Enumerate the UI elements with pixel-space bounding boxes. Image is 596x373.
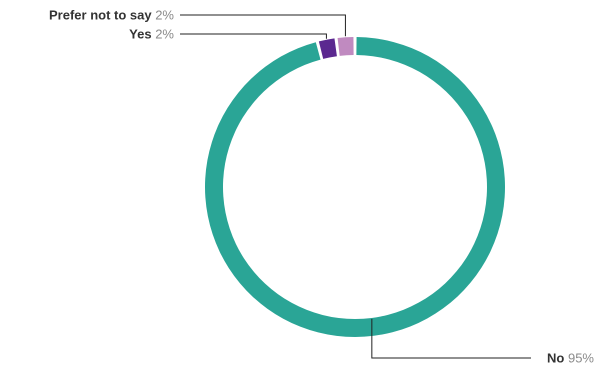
slice-name: Prefer not to say (49, 8, 152, 23)
leader-line-no (371, 318, 531, 359)
slice-name: No (547, 351, 564, 366)
slice-yes[interactable] (318, 38, 337, 59)
leader-line-yes (180, 33, 327, 39)
slice-value: 2% (152, 27, 175, 42)
slice-label-yes: Yes 2% (129, 27, 174, 42)
donut-slices (204, 37, 506, 337)
slice-labels: No 95%Yes 2%Prefer not to say 2% (49, 8, 594, 366)
slice-value: 2% (152, 8, 175, 23)
slice-prefer-not-to-say[interactable] (337, 37, 354, 56)
slice-label-prefer-not-to-say: Prefer not to say 2% (49, 8, 174, 23)
slice-value: 95% (564, 351, 594, 366)
slice-name: Yes (129, 27, 151, 42)
slice-no[interactable] (204, 37, 506, 337)
leader-line-prefer-not-to-say (180, 14, 346, 37)
slice-label-no: No 95% (547, 351, 594, 366)
